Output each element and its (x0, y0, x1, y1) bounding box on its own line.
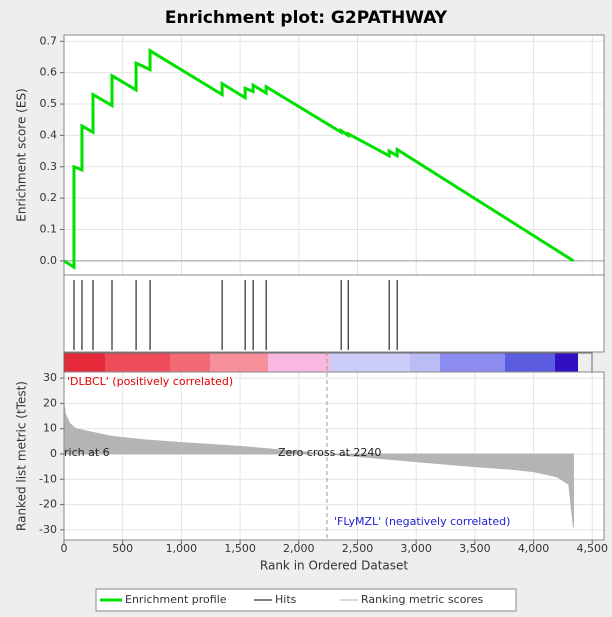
x-tick-label: 2,500 (342, 542, 374, 555)
y-tick-label: 0.7 (40, 34, 58, 47)
y-tick-label: 20 (43, 396, 57, 409)
y-tick-label: -30 (39, 523, 57, 536)
y-tick-label: -10 (39, 472, 57, 485)
y-tick-label: 0.3 (40, 160, 58, 173)
y-tick-label: 0.5 (40, 97, 58, 110)
y-tick-label: 0.4 (40, 128, 58, 141)
legend-label: Hits (275, 593, 297, 606)
x-tick-label: 0 (61, 542, 68, 555)
legend-label: Enrichment profile (125, 593, 227, 606)
x-tick-label: 3,000 (400, 542, 432, 555)
es-panel (64, 35, 604, 275)
x-axis-label: Rank in Ordered Dataset (260, 559, 408, 573)
annotation: 'FLyMZL' (negatively correlated) (334, 515, 510, 528)
hits-panel (64, 275, 604, 352)
color-cell (210, 353, 268, 372)
x-tick-label: 3,500 (459, 542, 491, 555)
y-tick-label: 30 (43, 371, 57, 384)
y-axis-label: Ranked list metric (tTest) (15, 381, 29, 531)
color-cell (64, 353, 105, 372)
annotation: rich at 6 (64, 446, 110, 459)
y-tick-label: 10 (43, 422, 57, 435)
color-cell (505, 353, 555, 372)
y-tick-label: 0.6 (40, 66, 58, 79)
annotation: 'DLBCL' (positively correlated) (67, 375, 233, 388)
color-cell (170, 353, 210, 372)
legend (95, 588, 517, 612)
x-tick-label: 2,000 (283, 542, 315, 555)
y-tick-label: 0.0 (40, 254, 58, 267)
color-bar (63, 352, 593, 373)
color-cell (330, 353, 410, 372)
color-cell (440, 353, 505, 372)
panel-border (63, 274, 605, 353)
legend-label: Ranking metric scores (361, 593, 483, 606)
y-tick-label: 0 (50, 447, 57, 460)
y-tick-label: 0.2 (40, 191, 58, 204)
x-tick-label: 4,500 (577, 542, 609, 555)
annotation: Zero cross at 2240 (278, 446, 381, 459)
y-tick-label: -20 (39, 498, 57, 511)
x-tick-label: 500 (112, 542, 133, 555)
metric-area (63, 403, 574, 528)
color-cell (268, 353, 330, 372)
x-tick-label: 4,000 (518, 542, 550, 555)
chart-title: Enrichment plot: G2PATHWAY (165, 8, 448, 28)
x-tick-label: 1,500 (224, 542, 256, 555)
y-tick-label: 0.1 (40, 223, 58, 236)
es-line (63, 48, 575, 270)
color-cell (555, 353, 578, 372)
color-cell (410, 353, 440, 372)
y-axis-label: Enrichment score (ES) (15, 88, 29, 221)
x-tick-label: 1,000 (166, 542, 198, 555)
color-cell (105, 353, 170, 372)
panel-border (63, 371, 605, 541)
